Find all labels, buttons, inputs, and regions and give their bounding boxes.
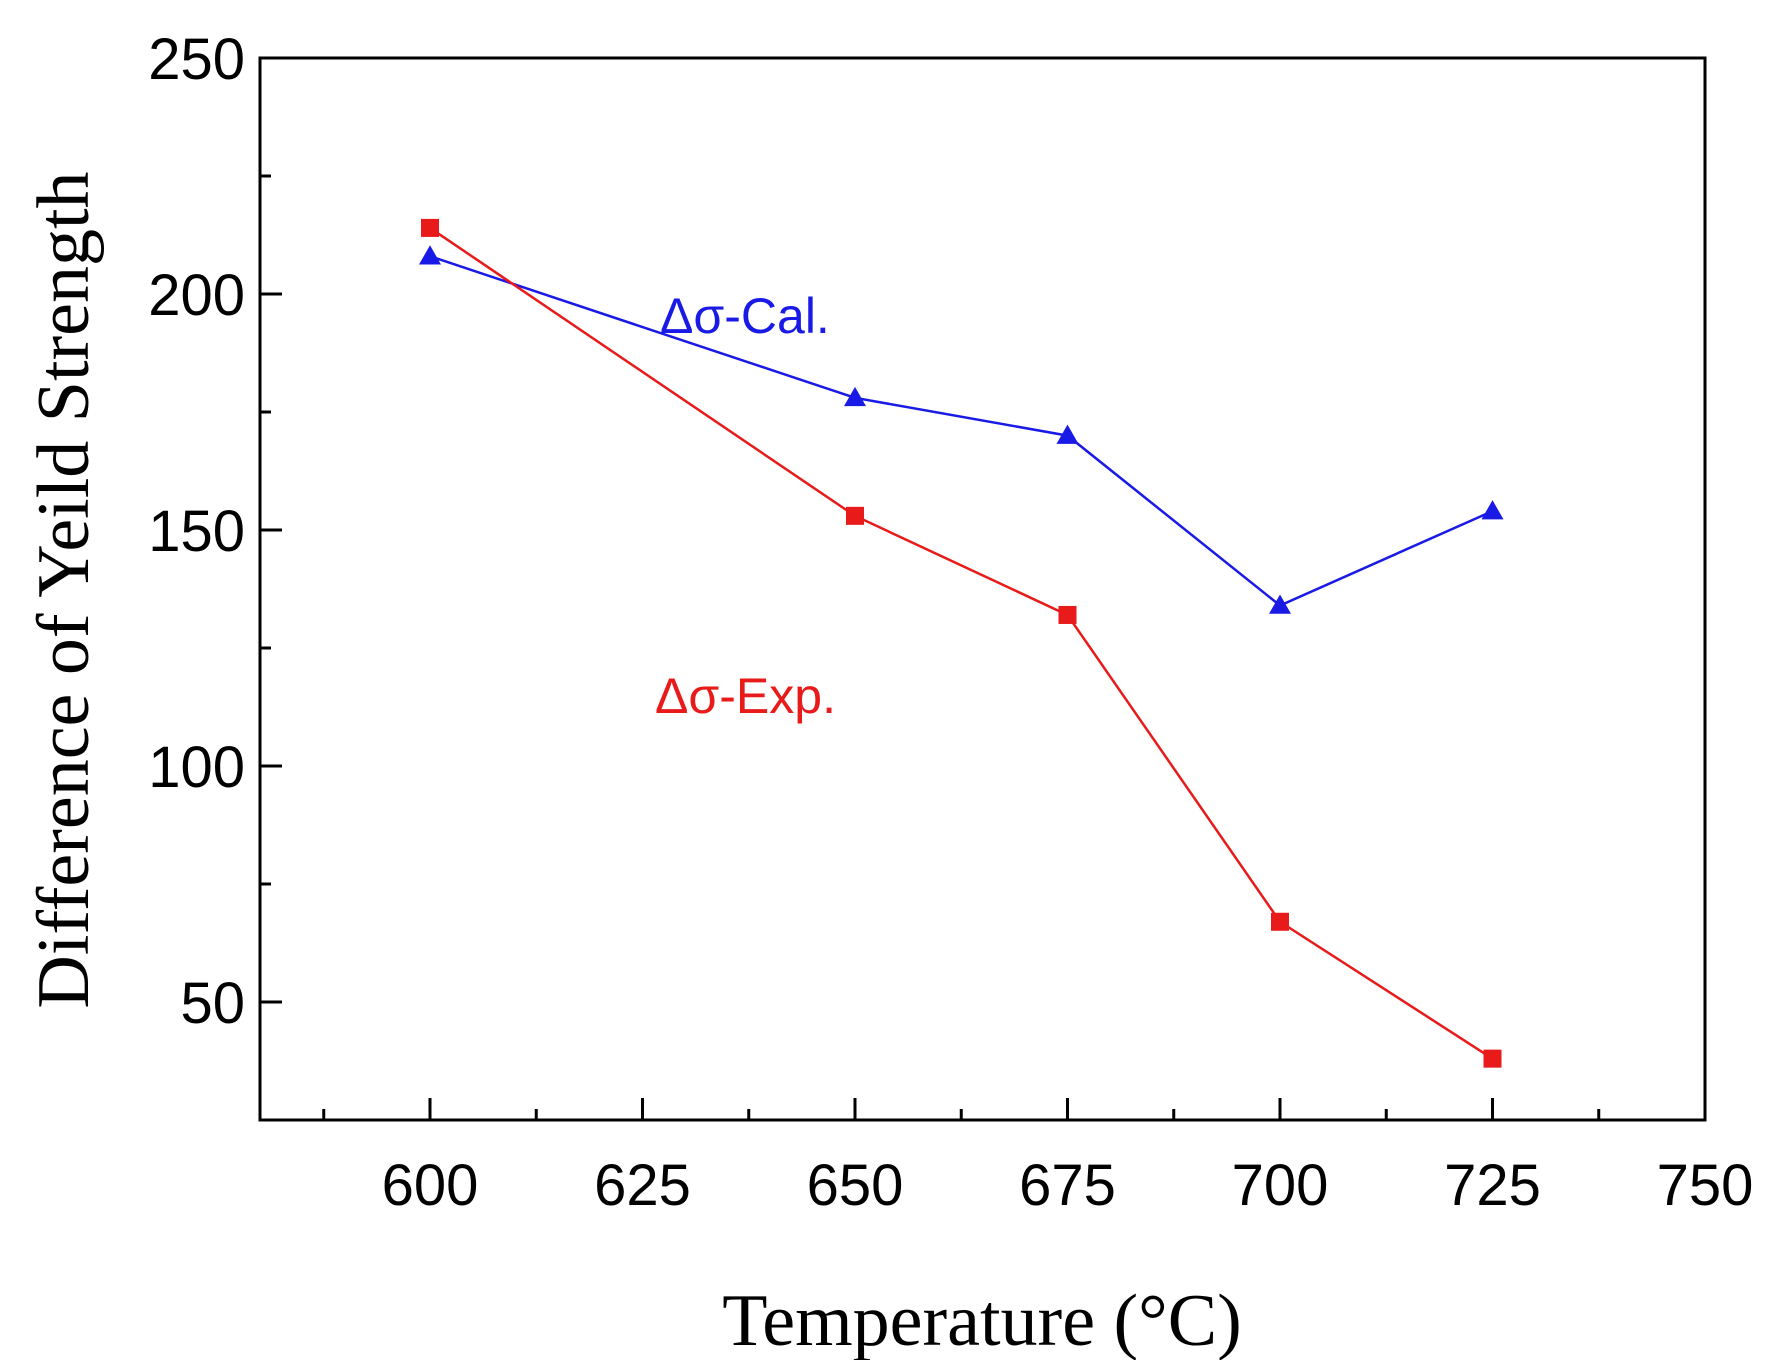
data-point-cal	[1269, 594, 1291, 614]
y-tick-label: 200	[148, 263, 245, 328]
plot-area-frame	[258, 56, 1707, 1122]
x-tick-label: 750	[1657, 1153, 1754, 1218]
data-point-cal	[1056, 424, 1079, 444]
series-line-exp	[429, 226, 1494, 1060]
x-tick-label: 675	[1019, 1153, 1116, 1218]
y-tick-label: 50	[180, 971, 245, 1036]
data-point-exp	[1058, 605, 1077, 624]
data-point-exp	[846, 506, 864, 525]
data-point-cal	[419, 245, 441, 265]
series-layer	[419, 218, 1504, 1068]
x-axis-title: Temperature (°C)	[722, 1280, 1242, 1360]
series-label-cal: Δσ-Cal.	[660, 288, 830, 344]
y-tick-label: 150	[148, 499, 245, 564]
series-label-exp: Δσ-Exp.	[655, 668, 836, 724]
series-line-cal	[429, 255, 1494, 607]
x-tick-label: 700	[1232, 1153, 1329, 1218]
x-tick-label: 625	[594, 1153, 691, 1218]
data-point-exp	[1271, 912, 1289, 931]
x-tick-label: 650	[807, 1153, 904, 1218]
data-point-exp	[421, 218, 439, 237]
data-point-exp	[1483, 1049, 1502, 1068]
x-tick-label: 725	[1444, 1153, 1541, 1218]
x-tick-label: 600	[382, 1153, 479, 1218]
tick-labels: 600 625 650 675 700 725 750 50 100 150 200 250	[148, 27, 1753, 1218]
data-point-cal	[1481, 500, 1504, 520]
y-tick-label: 100	[148, 735, 245, 800]
y-axis-title: Difference of Yeild Strength	[23, 171, 105, 1008]
axis-ticks	[260, 174, 1601, 1120]
y-tick-label: 250	[148, 27, 245, 92]
data-point-cal	[844, 386, 866, 407]
